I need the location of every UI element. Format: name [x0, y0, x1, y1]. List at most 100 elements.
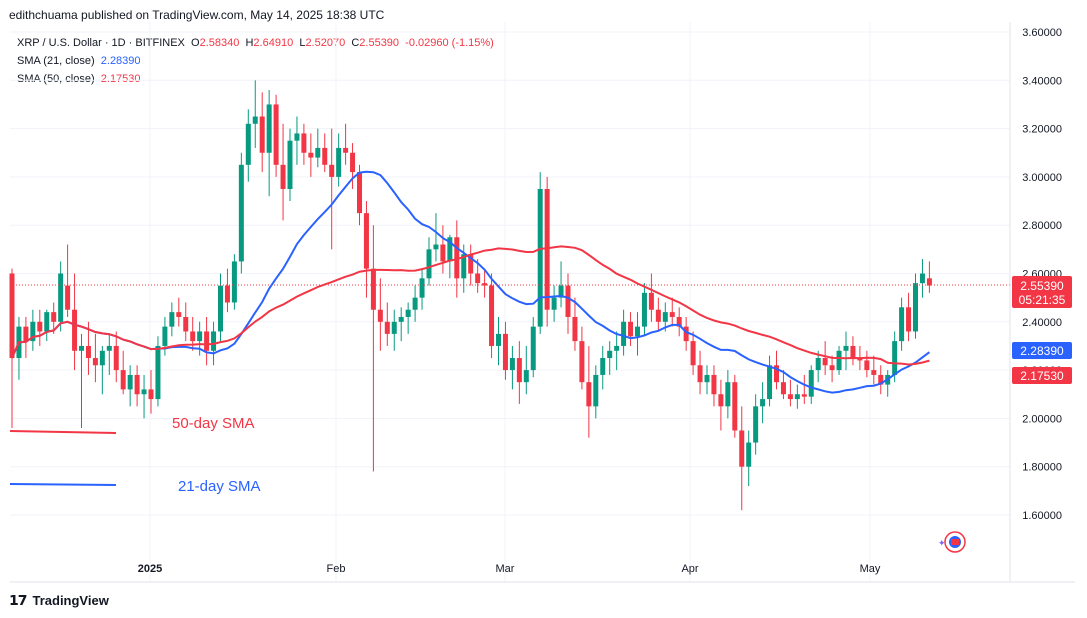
y-tick-label: 3.40000: [1022, 75, 1062, 87]
candle-body: [878, 374, 884, 385]
candle-body: [718, 394, 724, 407]
candle-body: [913, 283, 918, 332]
last-price-badge: 2.55390 05:21:35: [1012, 276, 1072, 308]
candle-body: [753, 406, 759, 443]
candle-body: [391, 321, 397, 334]
candle-body: [190, 331, 196, 342]
candle-body: [774, 365, 779, 383]
time-axis: 2025 Feb Mar Apr May: [138, 563, 881, 575]
candle-body: [51, 312, 57, 322]
candle-body: [725, 382, 731, 407]
candle-body: [919, 273, 925, 284]
candle-body: [857, 358, 863, 361]
candle-body: [357, 172, 362, 214]
legend-sma21-row[interactable]: SMA (21, close) 2.28390: [17, 52, 494, 70]
candle-body: [468, 254, 474, 274]
candle-body: [760, 399, 766, 407]
candle-body: [405, 309, 411, 317]
candle-body: [565, 285, 571, 317]
candle-body: [808, 370, 814, 397]
sma50-annotation: 50-day SMA: [172, 415, 255, 432]
candle-body: [780, 382, 786, 395]
candle-body: [127, 374, 133, 390]
y-tick-label: 1.60000: [1022, 510, 1062, 522]
candle-body: [614, 345, 620, 351]
candle-body: [836, 350, 842, 371]
candle-body: [92, 358, 98, 366]
candle-body: [523, 370, 529, 383]
last-price-value: 2.55390: [1020, 279, 1064, 293]
candle-body: [336, 147, 342, 177]
candle-body: [287, 140, 293, 189]
candle-body: [537, 188, 543, 327]
candle-body: [572, 316, 578, 342]
candle-body: [58, 273, 64, 322]
candle-body: [134, 374, 140, 395]
candle-body: [551, 297, 557, 310]
candle-body: [475, 273, 481, 284]
chart-legend: XRP / U.S. Dollar · 1D · BITFINEX O2.583…: [17, 34, 494, 88]
x-tick-label: Mar: [496, 563, 515, 575]
candle-body: [607, 350, 613, 359]
candle-body: [502, 333, 508, 371]
candle-body: [655, 309, 661, 322]
candle-body: [746, 442, 752, 467]
x-tick-label: 2025: [138, 563, 162, 575]
y-tick-label: 3.00000: [1022, 172, 1062, 184]
candle-body: [183, 316, 189, 332]
candle-body: [871, 370, 877, 375]
candle-body: [419, 278, 425, 298]
legend-low: 2.52070: [305, 37, 346, 49]
flag-icon[interactable]: ✦: [938, 531, 966, 553]
legend-high: 2.64910: [253, 37, 294, 49]
candle-body: [509, 358, 515, 371]
candle-body: [176, 312, 182, 317]
candle-body: [669, 312, 675, 317]
candle-countdown: 05:21:35: [1019, 293, 1066, 307]
candle-body: [343, 147, 349, 153]
candle-body: [697, 365, 703, 383]
legend-symbol: XRP / U.S. Dollar · 1D · BITFINEX: [17, 37, 185, 49]
candle-body: [801, 394, 807, 397]
candle-body: [676, 316, 682, 327]
tradingview-footer[interactable]: 𝟭𝟳 TradingView: [9, 592, 109, 609]
candle-body: [732, 382, 738, 431]
y-tick-label: 1.80000: [1022, 462, 1062, 474]
y-tick-label: 3.20000: [1022, 124, 1062, 136]
sma21-annotation: 21-day SMA: [178, 478, 261, 495]
sma50-line: [11, 245, 930, 366]
candle-body: [315, 147, 321, 158]
candle-body: [363, 213, 369, 269]
tradingview-logo-icon: 𝟭𝟳: [9, 592, 28, 608]
candle-body: [204, 331, 210, 351]
candle-body: [621, 321, 627, 346]
legend-high-key: H: [245, 37, 254, 49]
candle-body: [496, 333, 501, 346]
candle-body: [218, 285, 223, 332]
legend-sma21-value: 2.28390: [100, 55, 141, 67]
candle-body: [683, 326, 689, 342]
legend-sma50-row[interactable]: SMA (50, close) 2.17530: [17, 70, 494, 88]
candle-body: [377, 309, 383, 322]
candle-body: [370, 268, 376, 310]
candle-body: [586, 382, 592, 407]
candle-body: [850, 345, 856, 359]
sma21-legend-line: [9, 483, 117, 486]
candle-body: [787, 394, 793, 400]
sma50-legend-line: [9, 430, 117, 434]
candle-body: [148, 389, 154, 400]
candle-body: [211, 331, 217, 351]
legend-ohlc-row[interactable]: XRP / U.S. Dollar · 1D · BITFINEX O2.583…: [17, 34, 494, 52]
sma50-badge-value: 2.17530: [1020, 369, 1064, 383]
candle-body: [106, 345, 112, 351]
candle-body: [79, 345, 84, 351]
candle-body: [864, 360, 870, 371]
candle-body: [635, 326, 640, 337]
candle-body: [99, 350, 105, 366]
sma-lines: [11, 170, 930, 394]
candle-body: [815, 358, 821, 371]
candle-body: [259, 116, 265, 153]
candle-body: [906, 307, 912, 332]
candle-body: [350, 152, 356, 173]
